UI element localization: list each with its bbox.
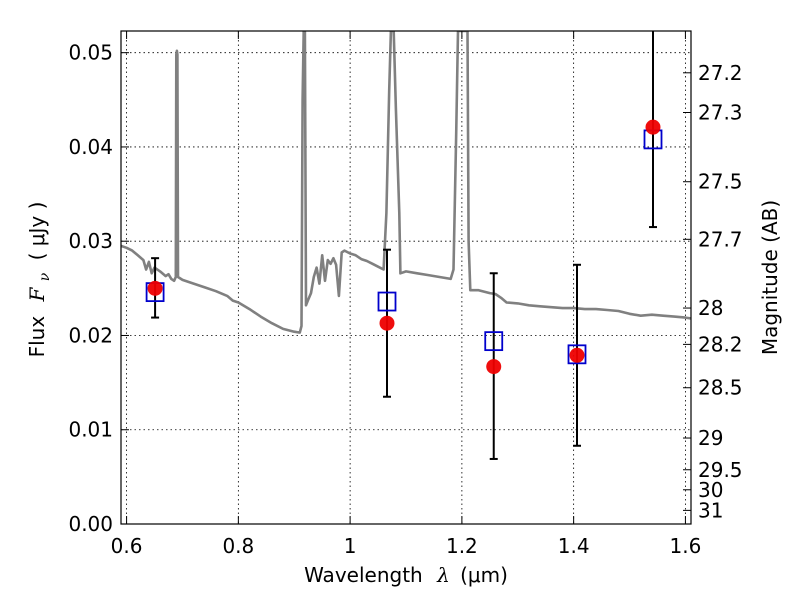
y-label-symbol: F bbox=[25, 286, 49, 302]
right-tick-label: 29 bbox=[698, 426, 723, 450]
observed-point bbox=[569, 347, 585, 363]
right-tick-label: 27.7 bbox=[698, 227, 743, 251]
y-axis-label: Flux F ν ( μJy ) bbox=[25, 202, 54, 358]
observed-point bbox=[379, 315, 395, 331]
x-tick-label: 1.2 bbox=[446, 534, 478, 558]
right-tick-label: 28.2 bbox=[698, 332, 743, 356]
spectrum-layer bbox=[121, 31, 691, 334]
model-square bbox=[567, 344, 587, 365]
right-tick-label: 27.3 bbox=[698, 100, 743, 124]
y-label-subscript: ν bbox=[37, 272, 53, 281]
right-tick-label: 28.5 bbox=[698, 376, 743, 400]
observed-point bbox=[645, 119, 661, 135]
y-label-unit: ( μJy ) bbox=[25, 202, 49, 261]
x-tick-label: 1.6 bbox=[670, 534, 702, 558]
x-axis-label: Wavelength λ (μm) bbox=[304, 563, 508, 587]
x-tick-label: 1 bbox=[344, 534, 357, 558]
observed-point bbox=[147, 280, 163, 296]
x-label-prefix: Wavelength bbox=[304, 563, 423, 587]
right-tick-label: 28 bbox=[698, 296, 723, 320]
y-tick-label: 0.00 bbox=[68, 512, 113, 536]
grid bbox=[121, 31, 691, 525]
y-tick-label: 0.03 bbox=[68, 229, 113, 253]
x-tick-label: 0.8 bbox=[222, 534, 254, 558]
plot-frame bbox=[120, 30, 692, 525]
x-tick-label: 0.6 bbox=[111, 534, 143, 558]
y-tick-label: 0.04 bbox=[68, 135, 113, 159]
spectrum-line bbox=[121, 31, 691, 334]
y-tick-label: 0.02 bbox=[68, 323, 113, 347]
right-tick-label: 30 bbox=[698, 478, 723, 502]
x-label-symbol: λ bbox=[436, 563, 450, 587]
right-tick-label: 31 bbox=[698, 498, 723, 522]
y-tick-label: 0.01 bbox=[68, 418, 113, 442]
model-square bbox=[484, 331, 504, 352]
y-label-prefix: Flux bbox=[25, 316, 49, 358]
x-label-unit: (μm) bbox=[460, 563, 508, 587]
x-tick-label: 1.4 bbox=[558, 534, 590, 558]
right-axis-label: Magnitude (AB) bbox=[758, 200, 782, 355]
right-tick-label: 27.5 bbox=[698, 170, 743, 194]
model-square bbox=[377, 291, 397, 312]
right-tick-label: 29.5 bbox=[698, 458, 743, 482]
marker-layer bbox=[145, 31, 663, 460]
y-tick-label: 0.05 bbox=[68, 41, 113, 65]
right-tick-label: 27.2 bbox=[698, 61, 743, 85]
observed-point bbox=[486, 359, 502, 375]
tick-layer: 0.6 0.8 1 1.2 1.4 1.6 0.00 0.01 0.02 0.03 0.04 0.05… bbox=[68, 31, 743, 558]
